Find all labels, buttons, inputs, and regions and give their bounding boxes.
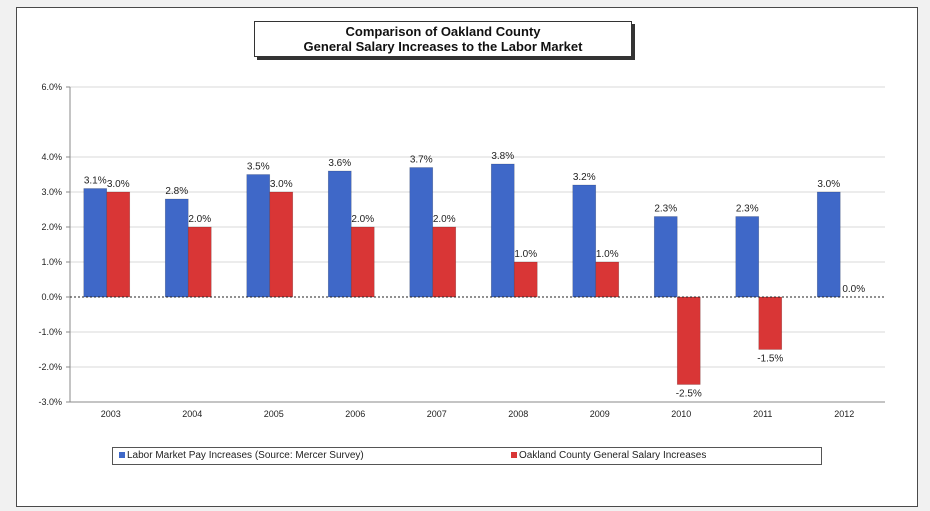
data-label-labor-market: 3.7% (410, 155, 433, 166)
chart-title-line-2: General Salary Increases to the Labor Ma… (303, 39, 583, 54)
chart-legend: Labor Market Pay Increases (Source: Merc… (112, 447, 822, 465)
legend-swatch-labor-market (119, 452, 125, 458)
bar-oakland-county (676, 296, 701, 385)
x-tick-label: 2007 (427, 409, 447, 419)
data-label-oakland-county: -2.5% (676, 389, 702, 400)
x-tick-label: 2011 (753, 409, 772, 419)
x-tick-label: 2003 (101, 409, 121, 419)
data-label-oakland-county: 3.0% (270, 179, 293, 190)
y-tick-label: 4.0% (41, 152, 62, 162)
data-label-labor-market: 3.8% (491, 151, 514, 162)
x-tick-label: 2004 (182, 409, 202, 419)
bar-oakland-county (595, 261, 620, 298)
legend-item-labor-market: Labor Market Pay Increases (Source: Merc… (119, 448, 364, 464)
bar-oakland-county (513, 261, 538, 298)
bar-oakland-county (758, 296, 783, 350)
data-label-oakland-county: 1.0% (514, 249, 537, 260)
y-tick-label: -1.0% (38, 327, 62, 337)
y-tick-label: 6.0% (41, 82, 62, 92)
chart-title: Comparison of Oakland County General Sal… (254, 21, 632, 57)
data-label-oakland-county: 2.0% (188, 214, 211, 225)
y-tick-label: 3.0% (41, 187, 62, 197)
legend-swatch-oakland-county (511, 452, 517, 458)
data-label-labor-market: 3.1% (84, 176, 107, 187)
data-label-oakland-county: 3.0% (107, 179, 130, 190)
data-label-oakland-county: 0.0% (842, 284, 865, 295)
x-tick-label: 2010 (671, 409, 691, 419)
bar-labor-market (653, 216, 678, 298)
legend-label-oakland-county: Oakland County General Salary Increases (519, 450, 707, 461)
y-tick-label: 2.0% (41, 222, 62, 232)
data-label-oakland-county: -1.5% (757, 354, 783, 365)
bar-labor-market (409, 167, 434, 298)
data-label-labor-market: 3.6% (328, 158, 351, 169)
bar-labor-market (327, 170, 352, 298)
bar-oakland-county (432, 226, 457, 298)
bar-labor-market (572, 184, 597, 298)
data-label-labor-market: 2.3% (736, 204, 759, 215)
x-tick-label: 2008 (508, 409, 528, 419)
x-tick-label: 2009 (590, 409, 610, 419)
bar-oakland-county (187, 226, 212, 298)
data-label-labor-market: 2.8% (165, 186, 188, 197)
x-tick-label: 2012 (834, 409, 854, 419)
bar-oakland-county (350, 226, 375, 298)
bar-labor-market (246, 174, 271, 298)
data-label-oakland-county: 2.0% (351, 214, 374, 225)
bar-oakland-county (269, 191, 294, 298)
bar-labor-market (490, 163, 515, 298)
bar-labor-market (164, 198, 189, 298)
bar-labor-market (816, 191, 841, 298)
legend-label-labor-market: Labor Market Pay Increases (Source: Merc… (127, 450, 364, 461)
y-tick-label: 1.0% (41, 257, 62, 267)
data-label-labor-market: 3.5% (247, 162, 270, 173)
data-label-oakland-county: 1.0% (596, 249, 619, 260)
data-label-oakland-county: 2.0% (433, 214, 456, 225)
legend-item-oakland-county: Oakland County General Salary Increases (511, 448, 706, 464)
bar-labor-market (735, 216, 760, 298)
data-label-labor-market: 3.2% (573, 172, 596, 183)
x-tick-label: 2005 (264, 409, 284, 419)
y-tick-label: -2.0% (38, 362, 62, 372)
data-label-labor-market: 2.3% (654, 204, 677, 215)
y-tick-label: 0.0% (41, 292, 62, 302)
data-label-labor-market: 3.0% (817, 179, 840, 190)
bar-oakland-county (106, 191, 131, 298)
bar-labor-market (83, 188, 108, 298)
y-tick-label: -3.0% (38, 397, 62, 407)
chart-title-line-1: Comparison of Oakland County (345, 24, 541, 39)
x-tick-label: 2006 (345, 409, 365, 419)
